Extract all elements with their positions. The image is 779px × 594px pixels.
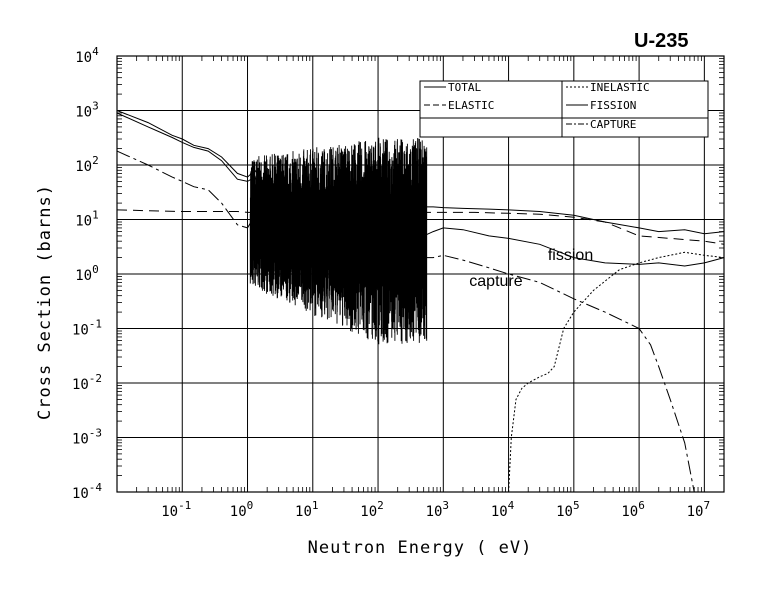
legend-label: TOTAL — [448, 81, 481, 94]
y-tick-label: 10-2 — [72, 372, 102, 393]
y-axis-label: Cross Section (barns) — [35, 184, 55, 420]
x-axis-label: Neutron Energy ( eV) — [308, 538, 533, 558]
y-tick-label: 100 — [75, 263, 98, 284]
legend-box — [419, 80, 709, 138]
x-tick-label: 100 — [230, 499, 253, 520]
legend-label: CAPTURE — [590, 118, 636, 131]
x-tick-label: 104 — [491, 499, 515, 520]
resonance-spikes — [249, 137, 428, 345]
x-tick-label: 10-1 — [161, 499, 191, 520]
legend-label: INELASTIC — [590, 81, 650, 94]
y-tick-label: 10-3 — [72, 427, 102, 448]
y-tick-label: 102 — [75, 154, 98, 175]
x-tick-label: 102 — [360, 499, 383, 520]
x-tick-label: 105 — [556, 499, 579, 520]
x-tick-label: 101 — [295, 499, 318, 520]
annotation-capture: capture — [469, 273, 522, 290]
x-tick-label: 106 — [621, 499, 644, 520]
y-tick-label: 10-1 — [72, 318, 102, 339]
legend-label: FISSION — [590, 99, 636, 112]
x-tick-label: 107 — [687, 499, 710, 520]
y-tick-label: 10-4 — [72, 481, 102, 502]
plot-frame — [116, 55, 725, 493]
annotations: fission capture — [469, 247, 593, 290]
annotation-fission: fission — [548, 247, 593, 264]
y-tick-label: 103 — [75, 100, 98, 121]
y-tick-label: 101 — [75, 209, 98, 230]
resonance-region — [249, 137, 428, 345]
x-tick-label: 103 — [426, 499, 449, 520]
chart-title: U-235 — [634, 30, 688, 52]
tick-labels: 10-1 100 101 102 103 104 105 106 107 10-4 10-3 10-2… — [72, 45, 710, 520]
series-line-inelastic — [508, 251, 725, 493]
y-tick-label: 104 — [75, 45, 99, 66]
legend: TOTAL ELASTIC INELASTIC FISSION CAPTURE — [419, 80, 709, 138]
legend-label: ELASTIC — [448, 99, 494, 112]
